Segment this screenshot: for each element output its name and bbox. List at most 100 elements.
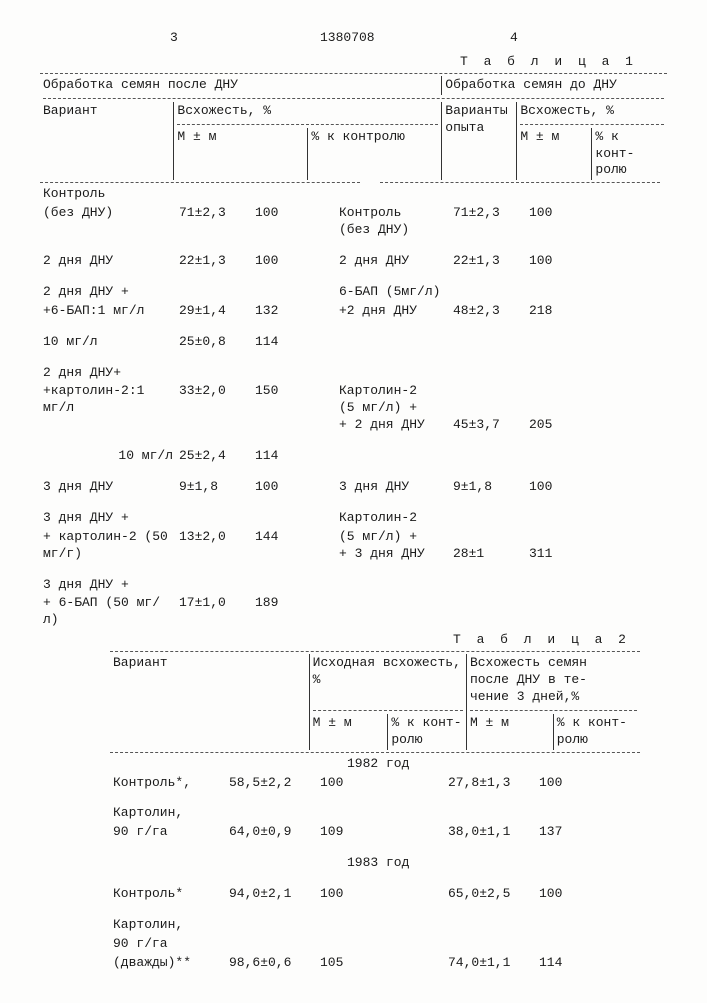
col-variant-r: Варианты опыта	[442, 102, 517, 181]
col-pct1: % к конт-ролю	[388, 714, 467, 750]
cell: 205	[526, 382, 667, 435]
cell: 3 дня ДНУ	[40, 478, 176, 497]
year-1983: 1983 год	[317, 854, 445, 873]
cell: Контроль*,	[110, 774, 226, 793]
cell: Картолин,	[110, 804, 226, 823]
cell: 13±2,0	[176, 528, 252, 564]
cell: 9±1,8	[450, 478, 526, 497]
cell: 311	[526, 528, 667, 564]
cell: 100	[317, 885, 445, 904]
cell: Картолин,	[110, 916, 226, 935]
cell: 22±1,3	[176, 252, 252, 271]
cell: 114	[252, 447, 336, 466]
cell: Контроль*	[110, 885, 226, 904]
col-variant: Вариант	[110, 654, 309, 749]
cell: 105	[317, 954, 445, 973]
col-germ-r: Всхожесть, %	[517, 102, 667, 121]
cell: 2 дня ДНУ+	[40, 364, 176, 383]
cell: 150	[252, 382, 336, 435]
cell: 71±2,3	[450, 204, 526, 240]
cell: 74,0±1,1	[445, 954, 536, 973]
cell: 71±2,3	[176, 204, 252, 240]
col-germ-after: Всхожесть семянпосле ДНУ в те-чение 3 дн…	[466, 654, 640, 707]
cell: 100	[252, 478, 336, 497]
cell: 2 дня ДНУ +	[40, 283, 176, 302]
cell: 10 мг/л	[40, 447, 176, 466]
col-mpm1: М ± м	[309, 714, 388, 750]
cell: 137	[536, 823, 640, 842]
cell: 45±3,7	[450, 382, 526, 435]
col-mpm2: М ± м	[466, 714, 553, 750]
rule	[40, 73, 667, 74]
cell: 100	[252, 204, 336, 240]
cell: 100	[526, 204, 667, 240]
cell: +картолин-2:1 мг/л	[40, 382, 176, 435]
cell: 22±1,3	[450, 252, 526, 271]
cell: 28±1	[450, 528, 526, 564]
cell: 2 дня ДНУ	[336, 252, 450, 271]
cell: 100	[526, 252, 667, 271]
table2-body: 1982 год Контроль*, 58,5±2,2 100 27,8±1,…	[110, 755, 640, 973]
cell: 189	[252, 594, 336, 630]
cell: +6-БАП:1 мг/л	[40, 302, 176, 321]
cell: 109	[317, 823, 445, 842]
cell: Контроль(без ДНУ)	[336, 204, 450, 240]
table1-label: Т а б л и ц а 1	[40, 54, 637, 71]
cell: 100	[252, 252, 336, 271]
cell: (дважды)**	[110, 954, 226, 973]
cell: Картолин-2	[336, 509, 450, 528]
cell: 29±1,4	[176, 302, 252, 321]
cell: 100	[526, 478, 667, 497]
cell: 33±2,0	[176, 382, 252, 435]
year-1982: 1982 год	[317, 755, 445, 774]
cell: 98,6±0,6	[226, 954, 317, 973]
cell: 48±2,3	[450, 302, 526, 321]
cell: 25±2,4	[176, 447, 252, 466]
cell: 6-БАП (5мг/л)	[336, 283, 450, 302]
cell: 90 г/га	[110, 823, 226, 842]
cell: 27,8±1,3	[445, 774, 536, 793]
cell: Контроль	[40, 185, 176, 204]
cell: 144	[252, 528, 336, 564]
cell: 3 дня ДНУ +	[40, 576, 176, 595]
cell: (5 мг/л) ++ 3 дня ДНУ	[336, 528, 450, 564]
cell: 100	[317, 774, 445, 793]
col-pct-l: % к контролю	[308, 128, 442, 181]
cell: 114	[252, 333, 336, 352]
cell: 132	[252, 302, 336, 321]
t1-head-right: Обработка семян до ДНУ	[442, 76, 667, 95]
cell: Картолин-2(5 мг/л) ++ 2 дня ДНУ	[336, 382, 450, 435]
cell: 100	[536, 885, 640, 904]
table1-body: Контроль (без ДНУ) 71±2,3 100 Контроль(б…	[40, 185, 667, 630]
cell: 10 мг/л	[40, 333, 176, 352]
col-pct-r: % к конт-ролю	[592, 128, 667, 181]
col-mpm-r: М ± м	[517, 128, 592, 181]
cell: 9±1,8	[176, 478, 252, 497]
cell: + 6-БАП (50 мг/л)	[40, 594, 176, 630]
cell: 114	[536, 954, 640, 973]
cell: 64,0±0,9	[226, 823, 317, 842]
col-mpm-l: М ± м	[174, 128, 308, 181]
cell: 94,0±2,1	[226, 885, 317, 904]
cell: 3 дня ДНУ	[336, 478, 450, 497]
cell: +2 дня ДНУ	[336, 302, 450, 321]
cell: 38,0±1,1	[445, 823, 536, 842]
col-variant: Вариант	[40, 102, 174, 181]
cell: 100	[536, 774, 640, 793]
col-germ-l: Всхожесть, %	[174, 102, 442, 121]
col-right: 4	[510, 30, 518, 47]
table1: Обработка семян после ДНУ Обработка семя…	[40, 76, 667, 180]
cell: 90 г/га	[110, 935, 226, 954]
col-left: 3	[170, 30, 178, 47]
cell: 58,5±2,2	[226, 774, 317, 793]
cell: 2 дня ДНУ	[40, 252, 176, 271]
table2: Вариант Исходная всхожесть, % Всхожесть …	[110, 654, 640, 749]
cell: + картолин-2 (50 мг/г)	[40, 528, 176, 564]
cell: 3 дня ДНУ +	[40, 509, 176, 528]
doc-number: 1380708	[320, 30, 375, 47]
cell: 218	[526, 302, 667, 321]
table2-label: Т а б л и ц а 2	[110, 632, 630, 649]
page-header: 3 1380708 4	[40, 30, 667, 48]
col-germ-init: Исходная всхожесть, %	[309, 654, 466, 707]
t1-head-left: Обработка семян после ДНУ	[40, 76, 442, 95]
